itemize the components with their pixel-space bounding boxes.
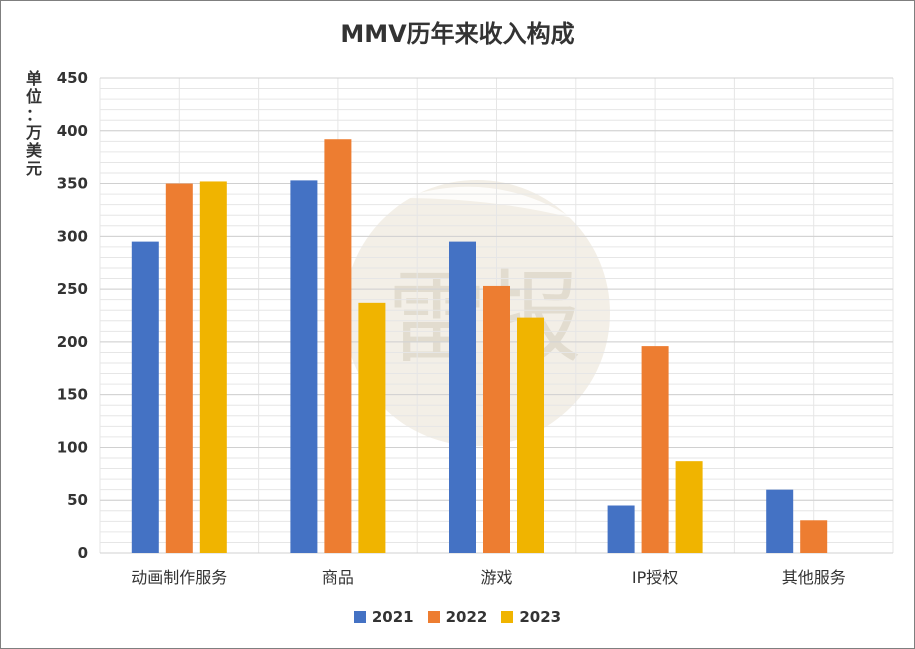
bar-2021-2 (449, 241, 476, 553)
y-tick-label: 400 (57, 122, 88, 140)
bar-2022-1 (324, 139, 352, 553)
x-tick-label: 其他服务 (782, 568, 846, 587)
y-axis-label: 单位：万美元 (25, 69, 42, 178)
legend-label: 2023 (519, 608, 562, 626)
legend-item-2021: 2021 (353, 608, 414, 626)
bar-2023-2 (517, 317, 544, 553)
bar-2021-4 (766, 489, 794, 553)
x-tick-label: 动画制作服务 (131, 568, 227, 587)
bar-2021-1 (290, 180, 318, 553)
bar-2023-1 (358, 302, 386, 553)
legend: 2021 2022 2023 (0, 608, 915, 626)
legend-swatch (501, 611, 514, 623)
y-tick-label: 350 (57, 175, 88, 193)
y-tick-label: 450 (57, 69, 88, 87)
legend-item-2023: 2023 (501, 608, 561, 626)
bar-2022-3 (641, 346, 669, 553)
legend-swatch (353, 611, 366, 623)
x-tick-label: 游戏 (480, 568, 512, 587)
y-tick-label: 100 (57, 438, 88, 456)
y-tick-label: 150 (57, 386, 88, 404)
bar-2021-3 (607, 505, 635, 553)
y-tick-label: 200 (57, 333, 88, 351)
bar-2023-3 (675, 461, 703, 553)
chart-title: MMV历年来收入构成 (340, 20, 575, 48)
legend-label: 2021 (371, 608, 414, 626)
legend-item-2022: 2022 (427, 608, 488, 626)
bar-2022-0 (165, 183, 193, 554)
bar-2021-0 (131, 241, 159, 553)
bar-2022-2 (483, 285, 510, 553)
bar-2022-4 (800, 520, 828, 553)
y-tick-label: 250 (57, 280, 88, 298)
y-tick-label: 50 (67, 491, 88, 509)
legend-swatch (427, 611, 440, 623)
y-tick-label: 300 (57, 227, 88, 245)
y-tick-label: 0 (78, 544, 88, 562)
bar-2023-0 (199, 181, 227, 553)
x-tick-label: 商品 (322, 568, 354, 587)
x-tick-label: IP授权 (632, 568, 678, 587)
legend-label: 2022 (445, 608, 488, 626)
